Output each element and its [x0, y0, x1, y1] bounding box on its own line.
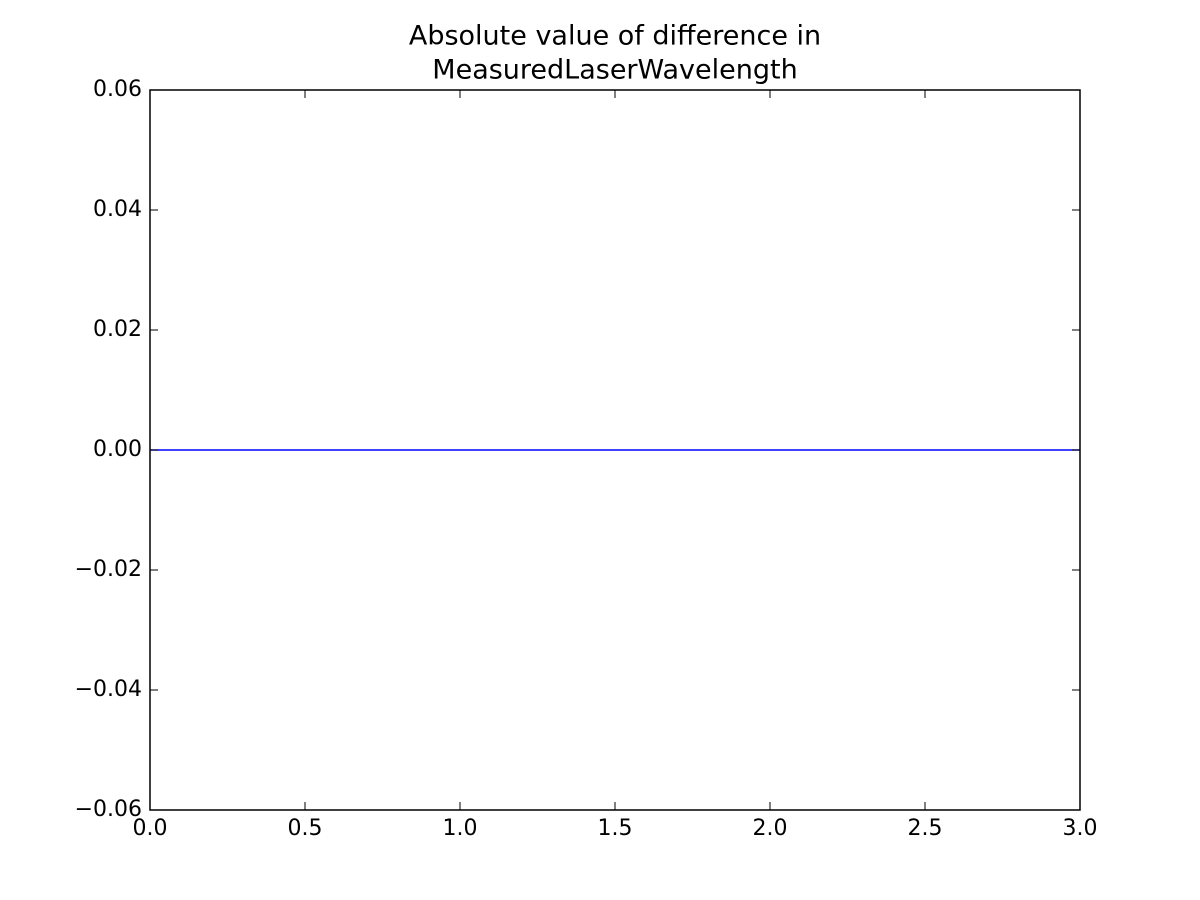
- y-tick-label: 0.06: [93, 77, 142, 102]
- y-tick-label: 0.00: [93, 437, 142, 462]
- x-tick-label: 0.0: [133, 816, 168, 841]
- y-tick-label: −0.02: [75, 557, 142, 582]
- y-tick-label: −0.06: [75, 797, 142, 822]
- chart-title: MeasuredLaserWavelength: [432, 55, 797, 86]
- x-tick-label: 2.0: [753, 816, 788, 841]
- y-tick-label: −0.04: [75, 677, 142, 702]
- x-tick-label: 1.5: [598, 816, 633, 841]
- y-tick-label: 0.02: [93, 317, 142, 342]
- x-tick-label: 0.5: [288, 816, 323, 841]
- x-tick-label: 3.0: [1063, 816, 1098, 841]
- x-tick-label: 2.5: [908, 816, 943, 841]
- y-tick-label: 0.04: [93, 197, 142, 222]
- x-tick-label: 1.0: [443, 816, 478, 841]
- chart-title: Absolute value of difference in: [409, 21, 821, 52]
